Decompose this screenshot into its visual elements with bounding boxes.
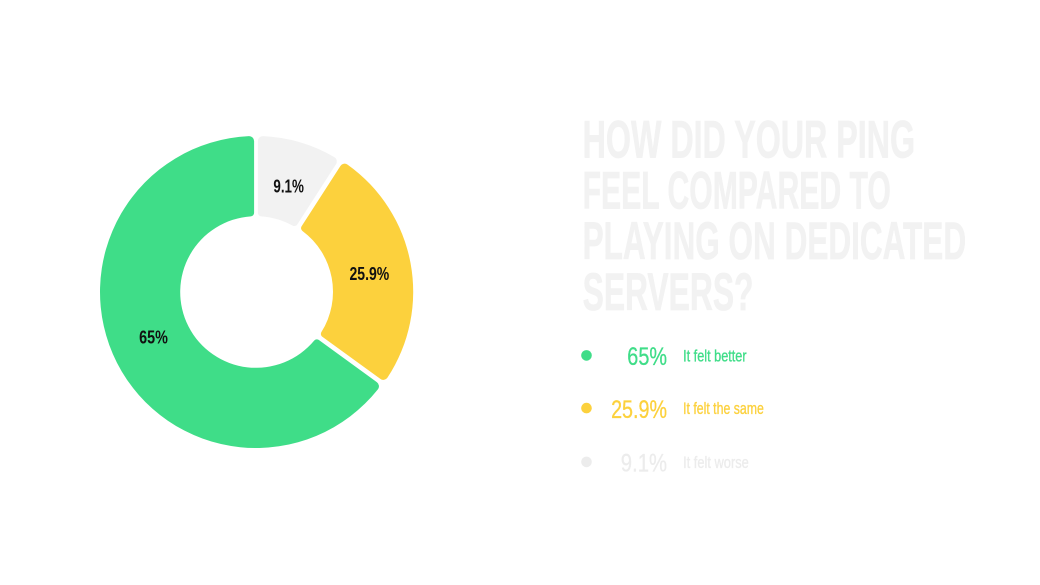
svg-text:65%: 65% <box>627 343 667 371</box>
svg-text:25.9%: 25.9% <box>350 264 390 284</box>
svg-text:HOW DID YOUR PING: HOW DID YOUR PING <box>583 111 916 170</box>
svg-text:65%: 65% <box>139 327 168 347</box>
svg-text:It felt worse: It felt worse <box>683 453 749 472</box>
svg-text:It felt better: It felt better <box>683 347 747 366</box>
svg-text:25.9%: 25.9% <box>611 396 667 424</box>
svg-text:SERVERS?: SERVERS? <box>583 263 754 322</box>
svg-text:FEEL COMPARED TO: FEEL COMPARED TO <box>583 161 891 220</box>
svg-text:It felt the same: It felt the same <box>683 399 764 418</box>
svg-text:PLAYING ON DEDICATED: PLAYING ON DEDICATED <box>583 212 967 271</box>
svg-text:9.1%: 9.1% <box>621 450 667 478</box>
svg-text:9.1%: 9.1% <box>273 177 304 197</box>
